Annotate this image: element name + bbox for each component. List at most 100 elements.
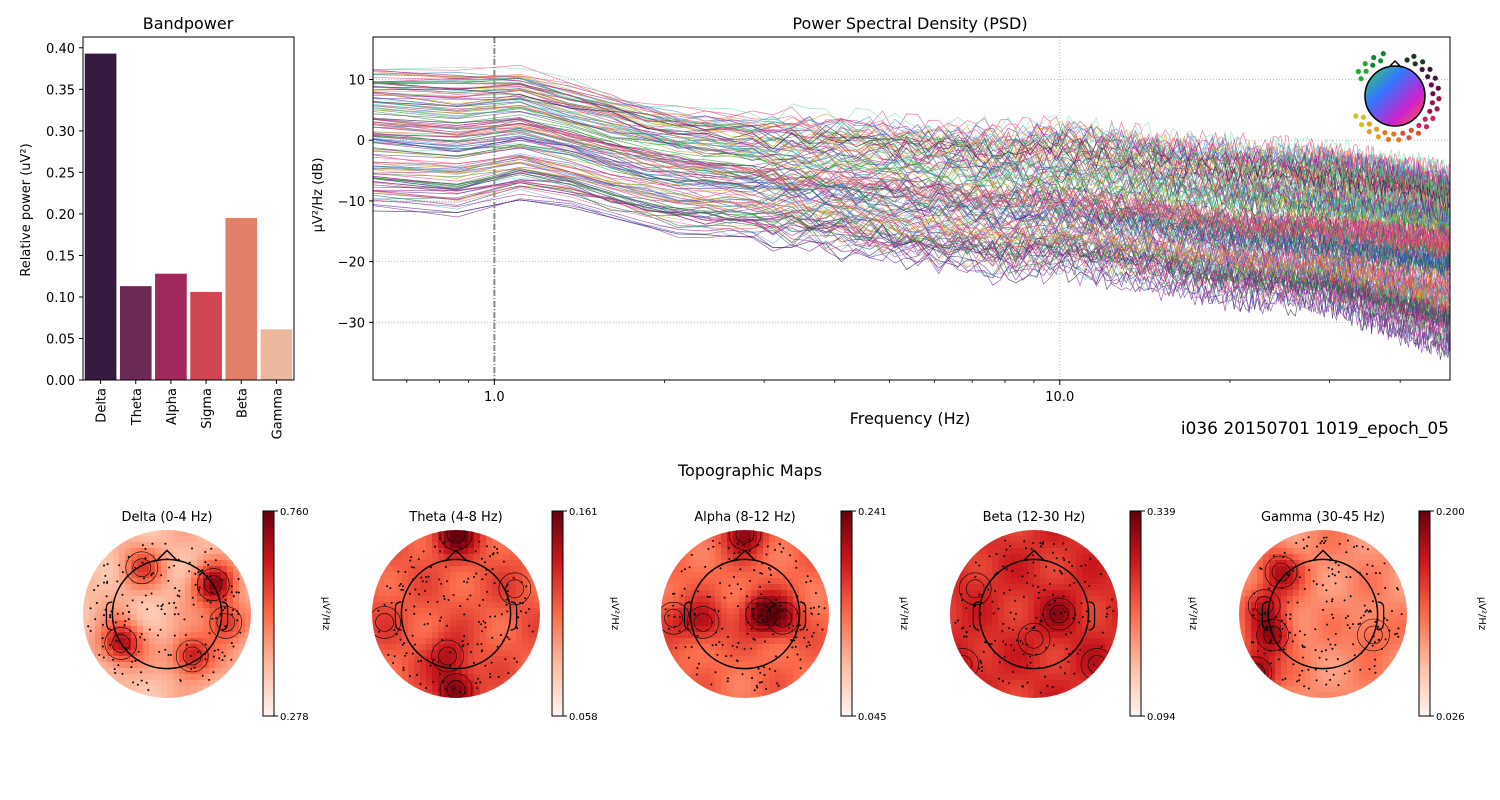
topomap-cell xyxy=(408,584,415,591)
topomap-cell xyxy=(191,620,198,627)
topomap-sensor xyxy=(237,591,240,594)
topomap-cell xyxy=(1347,596,1354,603)
topomap-cell xyxy=(1347,614,1354,621)
topomap-cell xyxy=(805,626,812,633)
topomap-cell xyxy=(1010,542,1017,549)
topomap-cell xyxy=(143,644,150,651)
topomap-cell xyxy=(1070,674,1077,681)
topomap-cell xyxy=(1263,662,1270,669)
topomap-cell xyxy=(1004,536,1011,543)
topomap-sensor xyxy=(114,621,117,624)
topomap-cell xyxy=(1058,536,1065,543)
topomap-cell xyxy=(1004,686,1011,693)
topomap-sensor xyxy=(1371,644,1374,647)
topomap-cell xyxy=(661,608,668,615)
topomap-cell xyxy=(89,608,96,615)
topomap-cell xyxy=(1335,626,1342,633)
topomap-cell xyxy=(715,566,722,573)
topomap-cell xyxy=(1070,650,1077,657)
topomap-cell xyxy=(1058,608,1065,615)
topomap-cell xyxy=(998,686,1005,693)
topomap-cell xyxy=(504,614,511,621)
topomap-cell xyxy=(769,566,776,573)
topomap-cell xyxy=(962,656,969,663)
topomap-sensor xyxy=(1302,538,1305,541)
topomap-cell xyxy=(179,674,186,681)
topomap-cell xyxy=(444,632,451,639)
topomap-cell xyxy=(1293,542,1300,549)
topomap-cell xyxy=(1311,632,1318,639)
topomap-cell xyxy=(793,584,800,591)
topomap-cell xyxy=(1299,566,1306,573)
topomap-cell xyxy=(1323,680,1330,687)
topomap-cell xyxy=(733,692,740,698)
topomap-sensor xyxy=(1052,644,1055,647)
topomap-cell xyxy=(173,602,180,609)
topomap-cell xyxy=(1377,638,1384,645)
topomap-cell xyxy=(1281,620,1288,627)
topomap-cell xyxy=(137,668,144,675)
topomap-cell xyxy=(233,626,240,633)
topomap-cell xyxy=(215,596,222,603)
topomap-cell xyxy=(1082,608,1089,615)
topomap-sensor xyxy=(188,570,191,573)
topomap-cell xyxy=(1287,692,1294,698)
topomap-sensor xyxy=(528,624,531,627)
topomap-cell xyxy=(1269,614,1276,621)
sensor-dot xyxy=(1411,53,1417,59)
topomap-cell xyxy=(1016,692,1023,698)
topomap-sensor xyxy=(206,599,209,602)
topomap-cell xyxy=(498,686,505,693)
topomap-cell xyxy=(486,596,493,603)
topomap-cell xyxy=(1311,566,1318,573)
topomap-sensor xyxy=(799,658,802,661)
topomap-cell xyxy=(510,560,517,567)
topomap-sensor xyxy=(1101,631,1104,634)
topomap-cell xyxy=(1353,626,1360,633)
topomap-cell xyxy=(426,680,433,687)
topomap-sensor xyxy=(1048,582,1051,585)
topomap-cell xyxy=(962,578,969,585)
topomap-cell xyxy=(1317,686,1324,693)
topomap-cell xyxy=(1395,596,1402,603)
topomap-cell xyxy=(83,644,90,651)
topomap-cell xyxy=(1094,554,1101,561)
topomap-cell xyxy=(793,548,800,555)
topomap-cell xyxy=(751,632,758,639)
topomap-cell xyxy=(522,662,529,669)
topomap-cell xyxy=(1046,692,1053,698)
topomap-cell xyxy=(980,602,987,609)
topomap-sensor xyxy=(1071,565,1074,567)
topomap-cell xyxy=(1070,596,1077,603)
topomap-cell xyxy=(510,590,517,597)
topomap-cell xyxy=(1034,560,1041,567)
topomap-cell xyxy=(697,614,704,621)
topomap-cell xyxy=(1064,560,1071,567)
topomap-cell xyxy=(462,626,469,633)
topomap-sensor xyxy=(748,549,751,552)
topomap-cell xyxy=(1335,674,1342,681)
topomap-cell xyxy=(480,680,487,687)
topomap-cell xyxy=(534,632,540,639)
topomap-cell xyxy=(799,590,806,597)
topomap-cell xyxy=(1269,542,1276,549)
topomap-cell xyxy=(444,650,451,657)
topomap-sensor xyxy=(421,580,424,583)
topomap-cell xyxy=(173,662,180,669)
topomap-sensor xyxy=(1263,652,1266,655)
topomap-cell xyxy=(1028,596,1035,603)
topomap-cell xyxy=(474,644,481,651)
topomap-cell xyxy=(209,644,216,651)
topomap-cell xyxy=(817,584,824,591)
topomap-cell xyxy=(1395,602,1402,609)
topomap-cell xyxy=(685,656,692,663)
topomap-cell xyxy=(1311,602,1318,609)
topomap-sensor xyxy=(383,603,386,606)
topomap-cell xyxy=(504,650,511,657)
topomap-cell xyxy=(402,542,409,549)
topomap-sensor xyxy=(424,590,427,592)
bar-sigma xyxy=(190,291,222,380)
topomap-cell xyxy=(1383,578,1390,585)
topomap-cell xyxy=(1305,566,1312,573)
topomap-sensor xyxy=(493,546,496,548)
